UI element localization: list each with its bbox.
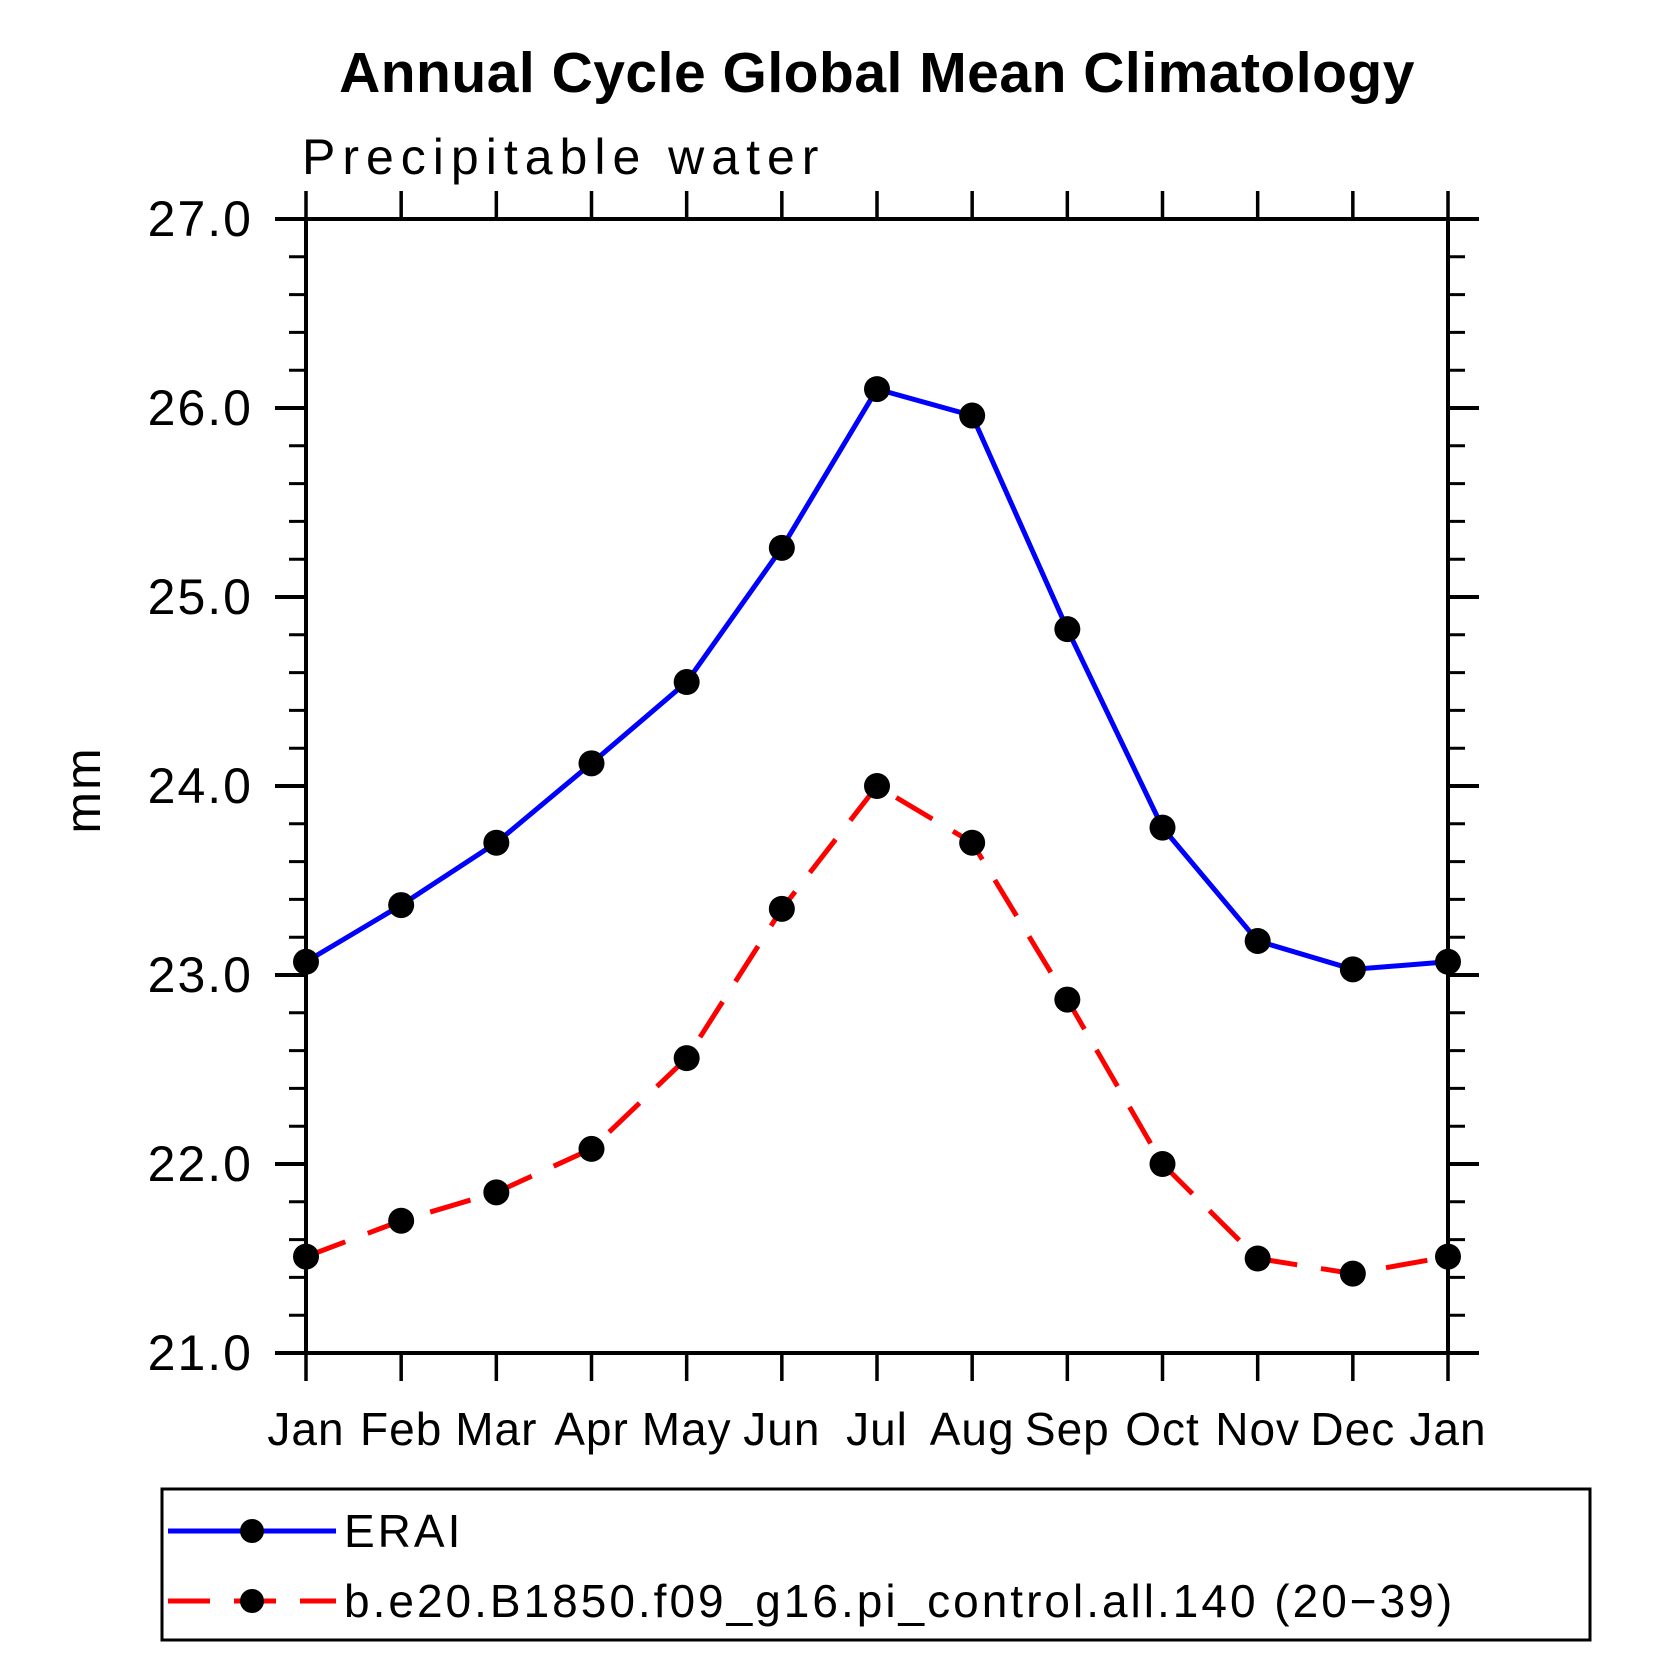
data-point — [959, 402, 986, 429]
data-point — [483, 1179, 510, 1206]
data-point — [1435, 1243, 1461, 1270]
plot-frame — [304, 217, 1450, 1355]
data-point — [1054, 986, 1081, 1013]
x-tick-label: Jun — [743, 1403, 820, 1455]
legend-marker — [240, 1519, 264, 1543]
data-point — [768, 534, 795, 561]
x-tick-label: Dec — [1310, 1403, 1395, 1455]
y-tick-label: 21.0 — [148, 1325, 253, 1381]
series-line-1 — [305, 782, 1449, 1277]
data-point — [388, 892, 415, 919]
y-tick-label: 24.0 — [148, 758, 253, 814]
x-tick-label: Feb — [360, 1403, 442, 1455]
data-point — [1339, 1260, 1366, 1287]
data-point — [1244, 1245, 1271, 1272]
x-tick-label: Oct — [1125, 1403, 1200, 1455]
y-tick-label: 23.0 — [148, 947, 253, 1003]
data-point — [578, 1135, 605, 1162]
data-point — [959, 829, 986, 856]
y-tick-label: 22.0 — [148, 1136, 253, 1192]
plot-area: Jan Feb Mar Apr May Jun Jul Aug Sep Oct Nov Dec Jan 2… — [148, 191, 1592, 1642]
x-tick-label: May — [642, 1403, 732, 1455]
chart-title: Annual Cycle Global Mean Climatology — [339, 41, 1415, 105]
data-point — [1054, 616, 1081, 643]
data-point — [673, 1045, 700, 1072]
data-point — [293, 948, 319, 975]
legend-box — [160, 1487, 1592, 1642]
x-tick-label: Nov — [1215, 1403, 1300, 1455]
data-point — [293, 1243, 319, 1270]
data-point — [388, 1207, 415, 1234]
data-point — [768, 895, 795, 922]
data-point — [864, 773, 890, 799]
y-tick-label: 26.0 — [148, 380, 253, 436]
data-point — [673, 669, 700, 696]
legend-label: ERAI — [344, 1505, 463, 1557]
chart-subtitle: Precipitable water — [302, 129, 825, 185]
data-point — [1435, 948, 1461, 975]
series-line-0 — [304, 386, 1449, 972]
legend-label: b.e20.B1850.f09_g16.pi_control.all.140 (… — [344, 1575, 1455, 1627]
data-point — [1339, 956, 1366, 983]
x-tick-label: Apr — [554, 1403, 629, 1455]
data-point — [1149, 1151, 1176, 1177]
x-tick-label: Jul — [846, 1403, 908, 1455]
data-point — [1149, 814, 1176, 841]
x-tick-label: Jan — [1409, 1403, 1486, 1455]
x-tick-label: Sep — [1025, 1403, 1110, 1455]
legend-marker — [240, 1589, 264, 1613]
y-axis-title: mm — [55, 746, 111, 833]
y-tick-label: 25.0 — [148, 569, 253, 625]
x-tick-label: Mar — [455, 1403, 537, 1455]
data-point — [1244, 927, 1271, 954]
x-tick-label: Aug — [930, 1403, 1015, 1455]
x-tick-label: Jan — [267, 1403, 344, 1455]
data-point — [864, 376, 890, 403]
y-tick-label: 27.0 — [148, 191, 253, 247]
data-point — [483, 829, 510, 856]
data-point — [578, 750, 605, 777]
